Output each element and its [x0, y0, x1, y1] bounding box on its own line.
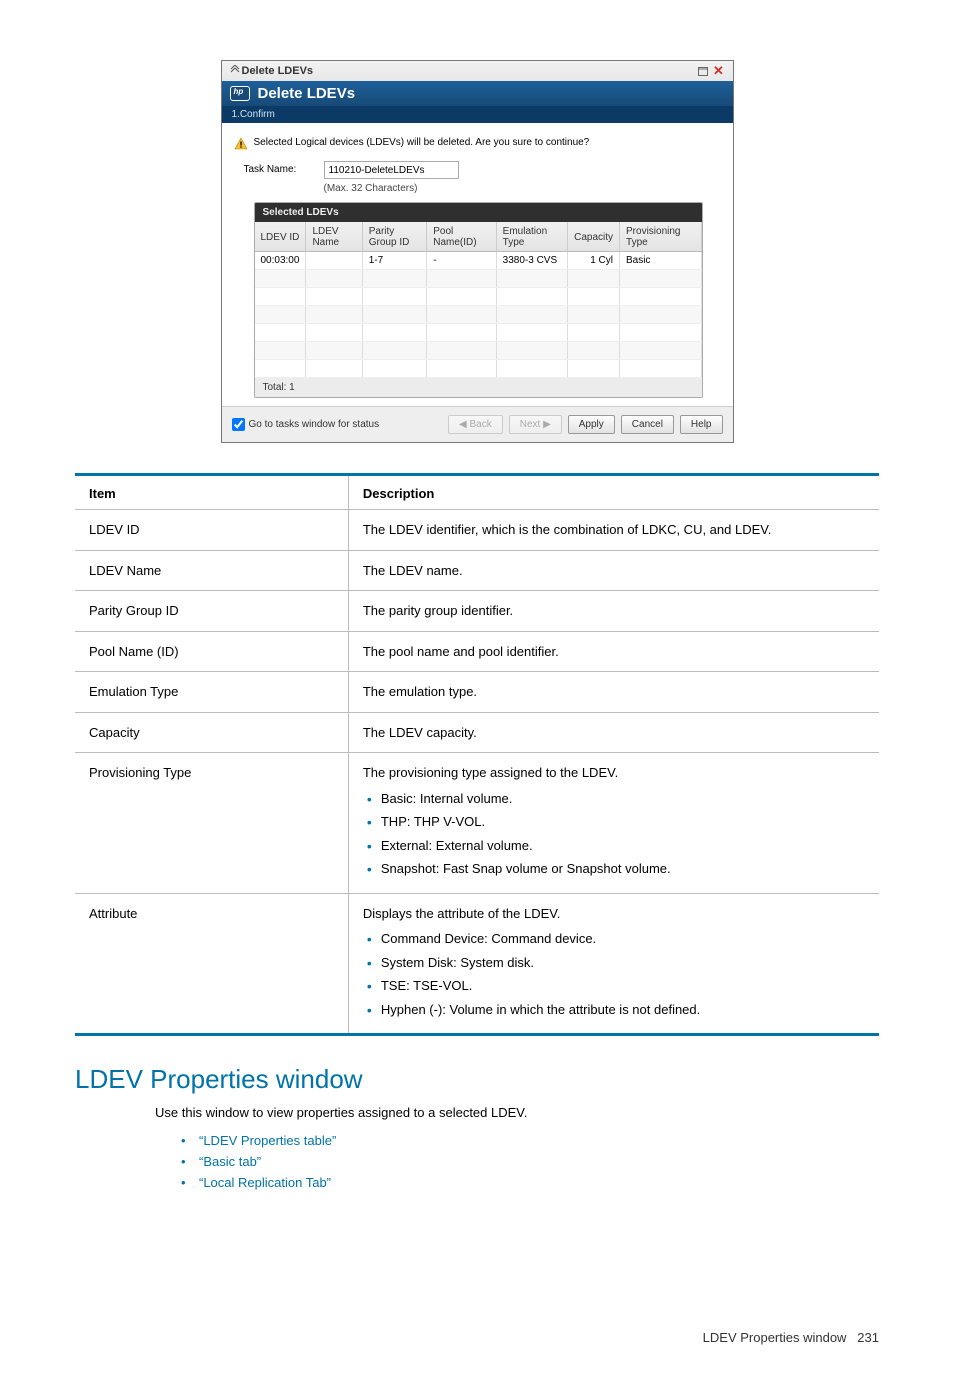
col-ldev-name[interactable]: LDEV Name: [306, 222, 362, 252]
desc-item: LDEV Name: [75, 550, 348, 591]
close-icon[interactable]: ✕: [711, 64, 727, 78]
task-name-help: (Max. 32 Characters): [324, 183, 459, 194]
page-footer: LDEV Properties window 231: [75, 1330, 879, 1345]
desc-item: LDEV ID: [75, 510, 348, 551]
desc-bullet: Snapshot: Fast Snap volume or Snapshot v…: [363, 859, 865, 879]
section-heading: LDEV Properties window: [75, 1064, 879, 1095]
desc-bullet: TSE: TSE-VOL.: [363, 976, 865, 996]
task-name-row: Task Name: (Max. 32 Characters): [234, 161, 721, 194]
selected-ldevs-table: LDEV ID LDEV Name Parity Group ID Pool N…: [255, 222, 702, 378]
desc-item: Pool Name (ID): [75, 631, 348, 672]
desc-text: The parity group identifier.: [348, 591, 879, 632]
desc-item: Capacity: [75, 712, 348, 753]
table-row[interactable]: [255, 270, 702, 288]
link-ldev-properties-table[interactable]: “LDEV Properties table”: [199, 1133, 336, 1148]
desc-item: Parity Group ID: [75, 591, 348, 632]
table-row[interactable]: [255, 288, 702, 306]
footer-title: LDEV Properties window: [703, 1330, 847, 1345]
dialog-footer: Go to tasks window for status ◀ Back Nex…: [222, 406, 733, 442]
task-name-input[interactable]: [324, 161, 459, 179]
cell-ldev-name: [306, 252, 362, 270]
delete-ldevs-dialog: Delete LDEVs ✕ Delete LDEVs 1.Confirm Se…: [221, 60, 734, 443]
warning-text: Selected Logical devices (LDEVs) will be…: [254, 137, 590, 148]
table-row[interactable]: 00:03:00 1-7 - 3380-3 CVS 1 Cyl Basic: [255, 252, 702, 270]
section-intro: Use this window to view properties assig…: [155, 1103, 879, 1123]
desc-item: Provisioning Type: [75, 753, 348, 894]
table-row[interactable]: [255, 324, 702, 342]
desc-text: The LDEV name.: [348, 550, 879, 591]
col-provisioning-type[interactable]: Provisioning Type: [620, 222, 701, 252]
desc-text: The LDEV identifier, which is the combin…: [348, 510, 879, 551]
cell-ldev-id: 00:03:00: [255, 252, 306, 270]
warning-row: Selected Logical devices (LDEVs) will be…: [234, 137, 721, 151]
next-button: Next ▶: [509, 415, 562, 434]
back-button: ◀ Back: [448, 415, 503, 434]
desc-bullet: THP: THP V-VOL.: [363, 812, 865, 832]
col-pool-name-id[interactable]: Pool Name(ID): [427, 222, 496, 252]
table-row[interactable]: [255, 360, 702, 378]
desc-text: The LDEV capacity.: [348, 712, 879, 753]
col-capacity[interactable]: Capacity: [568, 222, 620, 252]
col-emulation-type[interactable]: Emulation Type: [496, 222, 567, 252]
dialog-header: Delete LDEVs: [222, 81, 733, 106]
desc-text: The provisioning type assigned to the LD…: [348, 753, 879, 894]
cell-provisioning-type: Basic: [620, 252, 701, 270]
goto-tasks-checkbox-label[interactable]: Go to tasks window for status: [232, 418, 380, 431]
selected-ldevs-total: Total: 1: [255, 378, 702, 397]
dialog-header-title: Delete LDEVs: [258, 85, 356, 102]
maximize-icon[interactable]: [695, 64, 711, 78]
task-name-label: Task Name:: [244, 161, 324, 175]
table-row[interactable]: [255, 306, 702, 324]
cancel-button[interactable]: Cancel: [621, 415, 674, 434]
col-parity-group-id[interactable]: Parity Group ID: [362, 222, 426, 252]
help-button[interactable]: Help: [680, 415, 723, 434]
cell-capacity: 1 Cyl: [568, 252, 620, 270]
apply-button[interactable]: Apply: [568, 415, 615, 434]
section-link-list: “LDEV Properties table” “Basic tab” “Loc…: [175, 1133, 879, 1190]
desc-bullet: Command Device: Command device.: [363, 929, 865, 949]
hp-logo-icon: [230, 86, 250, 101]
desc-item: Attribute: [75, 893, 348, 1035]
desc-item: Emulation Type: [75, 672, 348, 713]
warning-icon: [234, 137, 248, 151]
cell-parity-group-id: 1-7: [362, 252, 426, 270]
dialog-body: Selected Logical devices (LDEVs) will be…: [222, 123, 733, 406]
selected-ldevs-panel: Selected LDEVs LDEV ID LDEV Name Parity …: [254, 202, 703, 398]
link-basic-tab[interactable]: “Basic tab”: [199, 1154, 261, 1169]
goto-tasks-checkbox[interactable]: [232, 418, 245, 431]
cell-emulation-type: 3380-3 CVS: [496, 252, 567, 270]
dialog-titlebar[interactable]: Delete LDEVs ✕: [222, 61, 733, 81]
desc-text: The emulation type.: [348, 672, 879, 713]
dialog-titlebar-text: Delete LDEVs: [242, 65, 314, 77]
description-table: Item Description LDEV IDThe LDEV identif…: [75, 473, 879, 1036]
desc-text: The pool name and pool identifier.: [348, 631, 879, 672]
desc-bullet: Basic: Internal volume.: [363, 789, 865, 809]
desc-head-item: Item: [75, 475, 348, 510]
cell-pool-name-id: -: [427, 252, 496, 270]
footer-page-number: 231: [857, 1330, 879, 1345]
desc-text: Displays the attribute of the LDEV. Comm…: [348, 893, 879, 1035]
desc-bullet: System Disk: System disk.: [363, 953, 865, 973]
goto-tasks-text: Go to tasks window for status: [249, 419, 380, 430]
table-row[interactable]: [255, 342, 702, 360]
link-local-replication-tab[interactable]: “Local Replication Tab”: [199, 1175, 331, 1190]
selected-ldevs-title: Selected LDEVs: [255, 203, 702, 222]
chevron-up-icon[interactable]: [228, 65, 242, 78]
wizard-step: 1.Confirm: [222, 106, 733, 123]
desc-bullet: Hyphen (-): Volume in which the attribut…: [363, 1000, 865, 1020]
col-ldev-id[interactable]: LDEV ID: [255, 222, 306, 252]
desc-head-desc: Description: [348, 475, 879, 510]
desc-bullet: External: External volume.: [363, 836, 865, 856]
